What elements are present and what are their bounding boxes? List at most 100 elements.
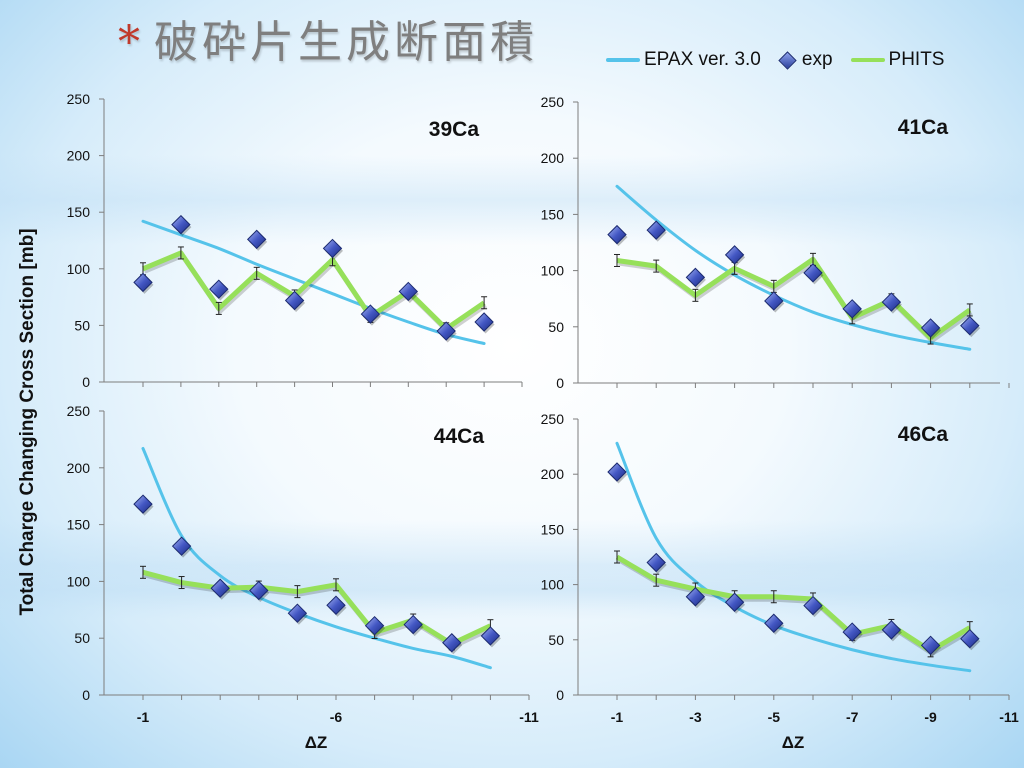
y-tick-label: 50 xyxy=(548,319,564,335)
exp-point xyxy=(364,615,385,636)
exp-point xyxy=(171,536,192,556)
exp-point xyxy=(210,578,230,598)
y-tick-label: 0 xyxy=(82,687,90,703)
slide-title: * 破砕片生成断面積 xyxy=(118,6,538,70)
x-tick-label: -3 xyxy=(689,709,702,725)
exp-point xyxy=(881,620,902,640)
legend-item-epax: EPAX ver. 3.0 xyxy=(606,49,761,71)
y-tick-label: 100 xyxy=(541,577,565,593)
y-tick-label: 50 xyxy=(74,630,90,646)
x-tick-label: -11 xyxy=(519,709,539,725)
x-tick-label: -9 xyxy=(924,709,937,725)
exp-point xyxy=(398,281,419,302)
exp-point xyxy=(920,635,941,656)
legend-item-phits: PHITS xyxy=(833,49,945,71)
title-text: 破砕片生成断面積 xyxy=(154,17,538,68)
y-tick-label: 150 xyxy=(541,206,565,222)
exp-point xyxy=(685,267,706,288)
exp-point xyxy=(881,292,902,312)
epax-curve xyxy=(615,184,972,351)
x-tick-label: -6 xyxy=(330,709,343,725)
y-tick-label: 250 xyxy=(541,94,565,110)
y-tick-label: 50 xyxy=(548,632,564,648)
exp-point xyxy=(764,613,784,633)
x-axis-label-left: ΔZ xyxy=(304,733,328,752)
exp-point xyxy=(403,614,423,635)
exp-point xyxy=(326,595,346,615)
y-tick-label: 100 xyxy=(541,263,565,279)
y-tick-label: 200 xyxy=(67,148,91,164)
x-tick-label: -5 xyxy=(768,709,781,725)
exp-point xyxy=(480,626,501,646)
exp-point xyxy=(842,299,862,319)
epax-curve xyxy=(141,446,492,670)
panel-title: 44Ca xyxy=(434,425,485,448)
panel-title: 39Ca xyxy=(429,118,480,141)
phits-line xyxy=(142,250,486,332)
exp-point xyxy=(646,220,666,240)
exp-point xyxy=(133,272,153,293)
exp-point xyxy=(171,214,191,235)
exp-point xyxy=(842,622,862,642)
y-tick-label: 100 xyxy=(67,261,91,277)
x-axis-label-right: ΔZ xyxy=(781,733,805,752)
x-tick-label: -7 xyxy=(846,709,859,725)
legend-item-exp: exp xyxy=(761,49,833,71)
exp-point xyxy=(436,321,456,341)
x-tick-label: -1 xyxy=(611,709,624,725)
exp-point xyxy=(920,318,941,338)
y-tick-label: 0 xyxy=(82,374,90,390)
exp-point xyxy=(724,245,745,265)
y-tick-label: 200 xyxy=(541,150,565,166)
exp-point xyxy=(287,603,308,623)
phits-line xyxy=(615,554,972,654)
exp-point xyxy=(724,592,745,612)
exp-point xyxy=(322,238,343,259)
legend-phits-label: PHITS xyxy=(888,49,945,70)
x-tick-label: -11 xyxy=(999,709,1019,725)
exp-point xyxy=(803,595,823,616)
y-tick-label: 150 xyxy=(67,204,91,220)
exp-point xyxy=(133,494,153,514)
exp-point xyxy=(960,628,980,649)
legend-phits-swatch xyxy=(850,58,885,62)
panel-title: 46Ca xyxy=(898,423,949,446)
y-tick-label: 250 xyxy=(67,91,91,107)
phits-line-shadow xyxy=(617,557,973,657)
epax-curve xyxy=(141,219,486,346)
legend-epax-swatch xyxy=(606,58,640,62)
exp-point xyxy=(246,229,267,250)
exp-point xyxy=(209,279,229,299)
y-tick-label: 0 xyxy=(556,687,564,703)
exp-point xyxy=(803,263,823,283)
title-bullet: * xyxy=(118,17,144,68)
y-tick-label: 0 xyxy=(556,375,564,391)
legend-epax-label: EPAX ver. 3.0 xyxy=(644,49,761,70)
exp-point xyxy=(764,291,784,311)
y-tick-label: 250 xyxy=(541,411,565,427)
exp-point xyxy=(360,304,381,324)
legend-exp-label: exp xyxy=(801,49,833,70)
exp-point xyxy=(249,580,269,601)
y-tick-label: 150 xyxy=(67,517,91,533)
phits-line xyxy=(142,569,492,647)
exp-point xyxy=(960,315,980,336)
y-tick-label: 200 xyxy=(67,460,91,476)
exp-point xyxy=(685,587,706,607)
exp-point xyxy=(646,552,666,573)
exp-point xyxy=(607,462,627,482)
exp-point xyxy=(474,312,494,332)
epax-curve xyxy=(615,441,972,673)
y-tick-label: 200 xyxy=(541,466,565,482)
exp-point xyxy=(284,290,305,311)
exp-point xyxy=(607,224,627,245)
legend: EPAX ver. 3.0 exp PHITS xyxy=(606,49,944,71)
phits-line xyxy=(616,256,972,341)
x-tick-label: -1 xyxy=(137,709,150,725)
y-tick-label: 50 xyxy=(74,317,90,333)
panel-title: 41Ca xyxy=(898,116,949,139)
y-tick-label: 250 xyxy=(67,403,91,419)
exp-point xyxy=(442,633,462,653)
y-tick-label: 100 xyxy=(67,573,91,589)
